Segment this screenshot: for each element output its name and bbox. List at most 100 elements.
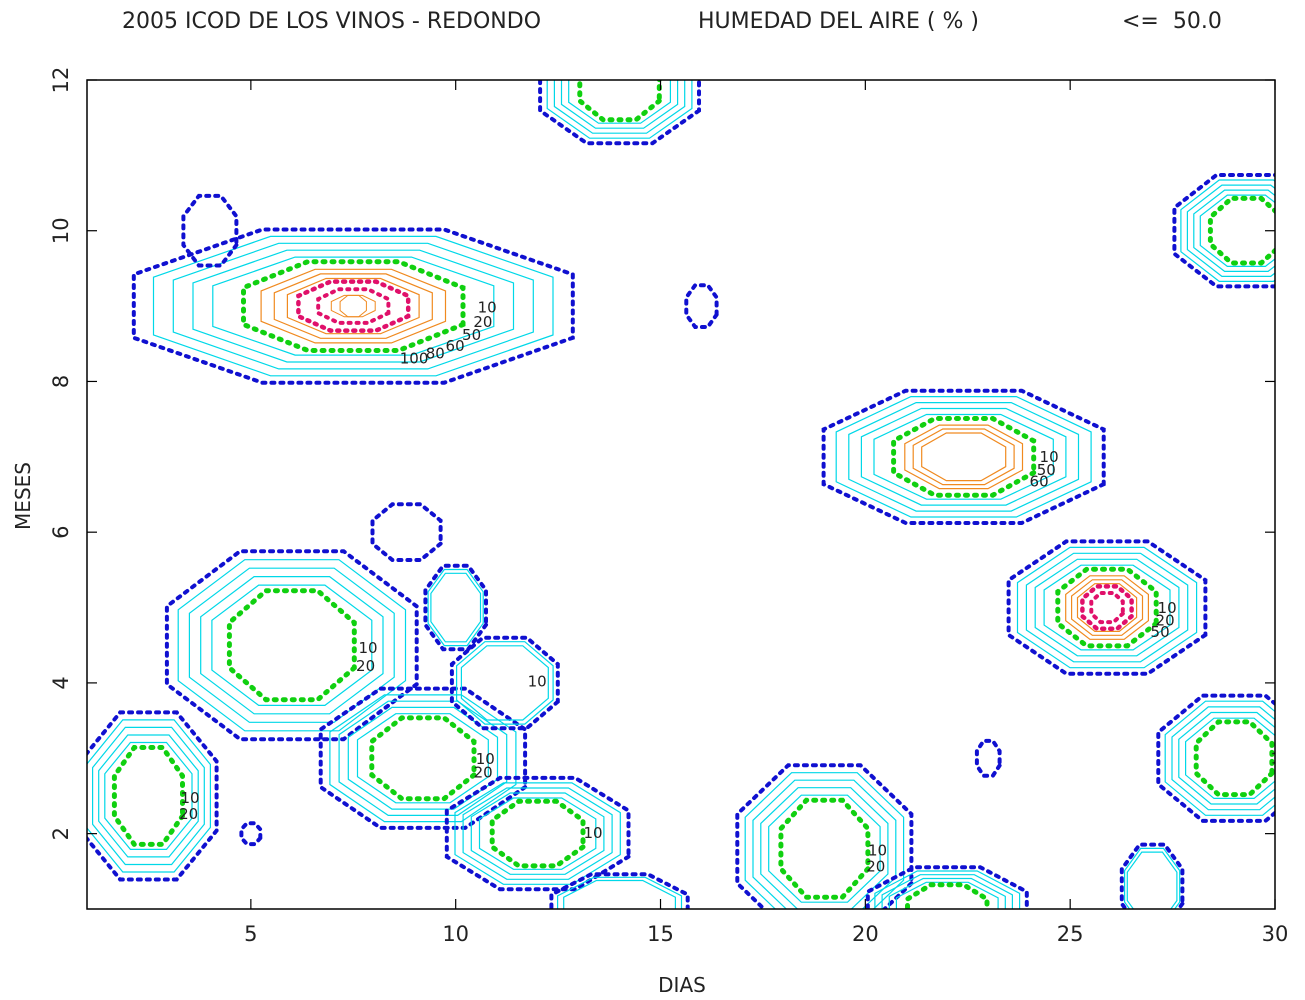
contour-line-low <box>1184 717 1275 800</box>
contour-line-outer <box>549 872 690 909</box>
y-tick-label: 8 <box>49 375 73 388</box>
contour-line-low <box>98 734 199 858</box>
x-tick-label: 30 <box>1262 922 1289 946</box>
contour-line-low <box>454 782 621 885</box>
contour-line-outer <box>318 686 528 830</box>
contour-line-low <box>848 402 1080 512</box>
contour-line-low <box>430 572 482 643</box>
contour-line-low <box>568 80 672 124</box>
contour-line-outer <box>974 738 1002 778</box>
contour-line-low <box>456 641 554 725</box>
contour-line-low <box>478 797 597 870</box>
contour-line-low <box>563 879 677 909</box>
contour-line-low <box>211 584 373 707</box>
contour-line-low <box>356 713 489 804</box>
plot-frame <box>86 79 1276 910</box>
contour-line-low <box>888 877 1006 909</box>
contour-line-low <box>470 792 605 875</box>
contour-value-label: 100 <box>400 349 429 367</box>
contour-line-outer <box>181 193 239 268</box>
y-axis-label: MESES <box>11 462 35 530</box>
contour-line-outer <box>538 80 701 146</box>
contour-line-high <box>1080 584 1134 631</box>
contour-region: 10 <box>1156 693 1275 823</box>
x-axis-label: DIAS <box>658 973 706 996</box>
chart-title: 2005 ICOD DE LOS VINOS - REDONDO HUMEDAD… <box>122 9 1222 34</box>
contour-line-outer <box>1156 693 1275 823</box>
chart-title-station: 2005 ICOD DE LOS VINOS - REDONDO <box>122 9 541 34</box>
contour-value-label: 10 <box>478 298 497 316</box>
contour-line-low <box>546 80 693 139</box>
y-tick-label: 12 <box>49 67 73 94</box>
contour-line-outer <box>164 549 419 742</box>
contour-value-label: 10 <box>180 789 199 807</box>
contour-line-orange <box>912 428 1015 486</box>
contour-line-mid <box>241 259 466 353</box>
contour-region: 10 <box>449 635 560 731</box>
contour-line-low <box>1016 546 1198 669</box>
contour-value-label: 20 <box>179 805 198 823</box>
contour-value-label: 10 <box>1040 448 1059 466</box>
contour-line-low <box>1178 711 1275 805</box>
y-tick-label: 2 <box>49 827 73 840</box>
contour-line-low <box>560 80 679 129</box>
contour-value-label: 50 <box>462 326 481 344</box>
contour-line-low <box>1164 700 1275 816</box>
contour-line-low <box>152 235 554 377</box>
contour-line-low <box>1171 706 1275 811</box>
contour-line-low <box>1043 564 1171 651</box>
contour-line-orange <box>1065 575 1150 640</box>
contour-value-label: 20 <box>473 313 492 331</box>
contour-region <box>1172 173 1275 289</box>
contour-value-label: 60 <box>446 337 465 355</box>
contour-region <box>181 193 239 268</box>
contour-value-label: 20 <box>356 657 375 675</box>
y-tick-label: 4 <box>49 676 73 689</box>
contour-region: 10 <box>444 775 631 892</box>
contour-line-low <box>895 881 999 909</box>
contour-line-low <box>460 645 549 721</box>
contour-line-outer <box>449 635 560 731</box>
x-tick-label: 20 <box>852 922 879 946</box>
contour-line-low <box>192 249 515 363</box>
contour-line-low <box>1123 847 1181 909</box>
contour-value-label: 20 <box>1156 612 1175 630</box>
contour-region <box>423 563 488 652</box>
contour-line-outer <box>1006 539 1208 676</box>
contour-value-label: 10 <box>868 842 887 860</box>
chart-title-threshold: <= 50.0 <box>1122 9 1222 34</box>
contour-line-low <box>1034 558 1180 657</box>
contour-region <box>974 738 1002 778</box>
contour-line-outer <box>1119 842 1185 909</box>
contour-line-outer <box>444 775 631 892</box>
contour-region <box>370 502 443 562</box>
contour-line-low <box>200 575 384 715</box>
contour-line-low <box>1025 552 1189 663</box>
contour-line-low <box>172 242 534 370</box>
contour-line-low <box>1193 189 1275 272</box>
contour-line-low <box>556 876 683 909</box>
contour-line-high <box>316 287 391 325</box>
contour-line-mid <box>1193 719 1275 798</box>
contour-region <box>538 80 701 146</box>
contour-line-low <box>177 559 407 732</box>
contour-line-outer <box>239 821 263 847</box>
contour-line-outer <box>131 227 575 385</box>
plot-border <box>86 79 1276 910</box>
contour-line-mid <box>1055 566 1159 649</box>
contour-region <box>239 821 263 847</box>
contour-line-low <box>760 787 889 909</box>
contour-line-high <box>296 279 411 333</box>
contour-value-label: 10 <box>528 673 547 691</box>
contour-line-low <box>752 779 897 909</box>
contour-line-low <box>874 870 1021 909</box>
contour-line-outer <box>1172 173 1275 289</box>
contour-line-low <box>212 256 495 356</box>
contour-line-mid <box>778 797 871 900</box>
